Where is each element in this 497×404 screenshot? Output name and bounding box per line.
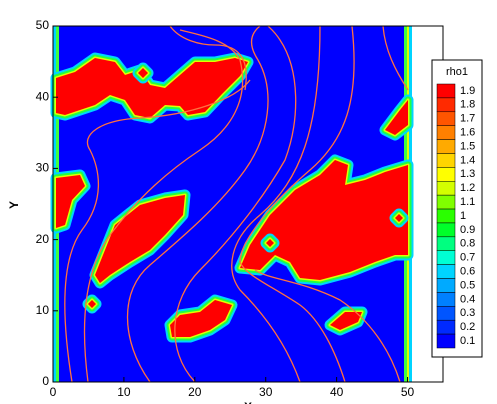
y-tick-label: 40 [36,89,50,103]
legend-swatch [436,97,456,113]
legend-label: 1.6 [460,127,475,139]
y-tick-label: 50 [36,18,50,32]
legend-label: 1.9 [460,85,475,97]
legend-label: 1.4 [460,154,475,166]
legend-swatch [436,292,456,307]
legend-swatch [436,139,456,154]
axes: 0 10 20 30 40 50 0 10 20 30 40 50 [36,18,415,399]
x-tick-label: 50 [401,385,415,399]
legend-swatch [436,181,456,196]
legend-title: rho1 [446,66,468,78]
legend-swatch [436,125,456,140]
x-axis-label: X [244,400,252,404]
legend-label: 0.7 [460,252,475,264]
legend-label: 0.5 [460,279,475,291]
legend-label: 0.3 [460,307,475,319]
legend-label: 1.7 [460,113,475,125]
y-axis-label: Y [7,201,21,209]
legend-swatch [436,333,456,349]
contour-field [53,26,412,382]
x-tick-label: 40 [330,385,344,399]
legend-swatch [436,250,456,265]
streamlines [64,25,409,383]
legend-label: 0.6 [460,265,475,277]
legend-swatch [436,167,456,182]
legend-swatch [436,278,456,293]
x-tick-label: 10 [117,385,131,399]
legend-swatch [436,264,456,279]
legend-label: 1.2 [460,182,475,194]
legend-label: 0.9 [460,224,475,236]
legend-swatch [436,83,456,99]
y-tick-label: 30 [36,161,50,175]
legend-label: 1.3 [460,168,475,180]
legend-swatch [436,222,456,238]
legend-label: 0.8 [460,238,475,250]
legend-label: 1 [460,210,466,222]
legend-label: 0.4 [460,293,475,305]
legend-label: 0.2 [460,321,475,333]
legend-swatch [436,111,456,126]
legend-swatch [436,236,456,251]
legend-swatch [436,153,456,168]
legend-swatch [436,319,456,335]
legend-label: 0.1 [460,335,475,347]
x-tick-label: 20 [188,385,202,399]
y-tick-label: 10 [36,303,50,317]
legend-swatch [436,194,456,210]
legend-swatch [436,208,456,224]
y-tick-label: 0 [42,374,49,388]
legend-swatch [436,306,456,321]
x-tick-label: 0 [50,385,57,399]
legend-label: 1.1 [460,196,475,208]
y-tick-label: 20 [36,232,50,246]
legend-label: 1.8 [460,99,475,111]
legend-label: 1.5 [460,140,475,152]
x-tick-label: 30 [259,385,273,399]
legend: rho1 1.9 1.8 1.7 1.61.5 1.4 1.3 1.2 1.1 1 0.9 0.8 0… [431,59,483,358]
